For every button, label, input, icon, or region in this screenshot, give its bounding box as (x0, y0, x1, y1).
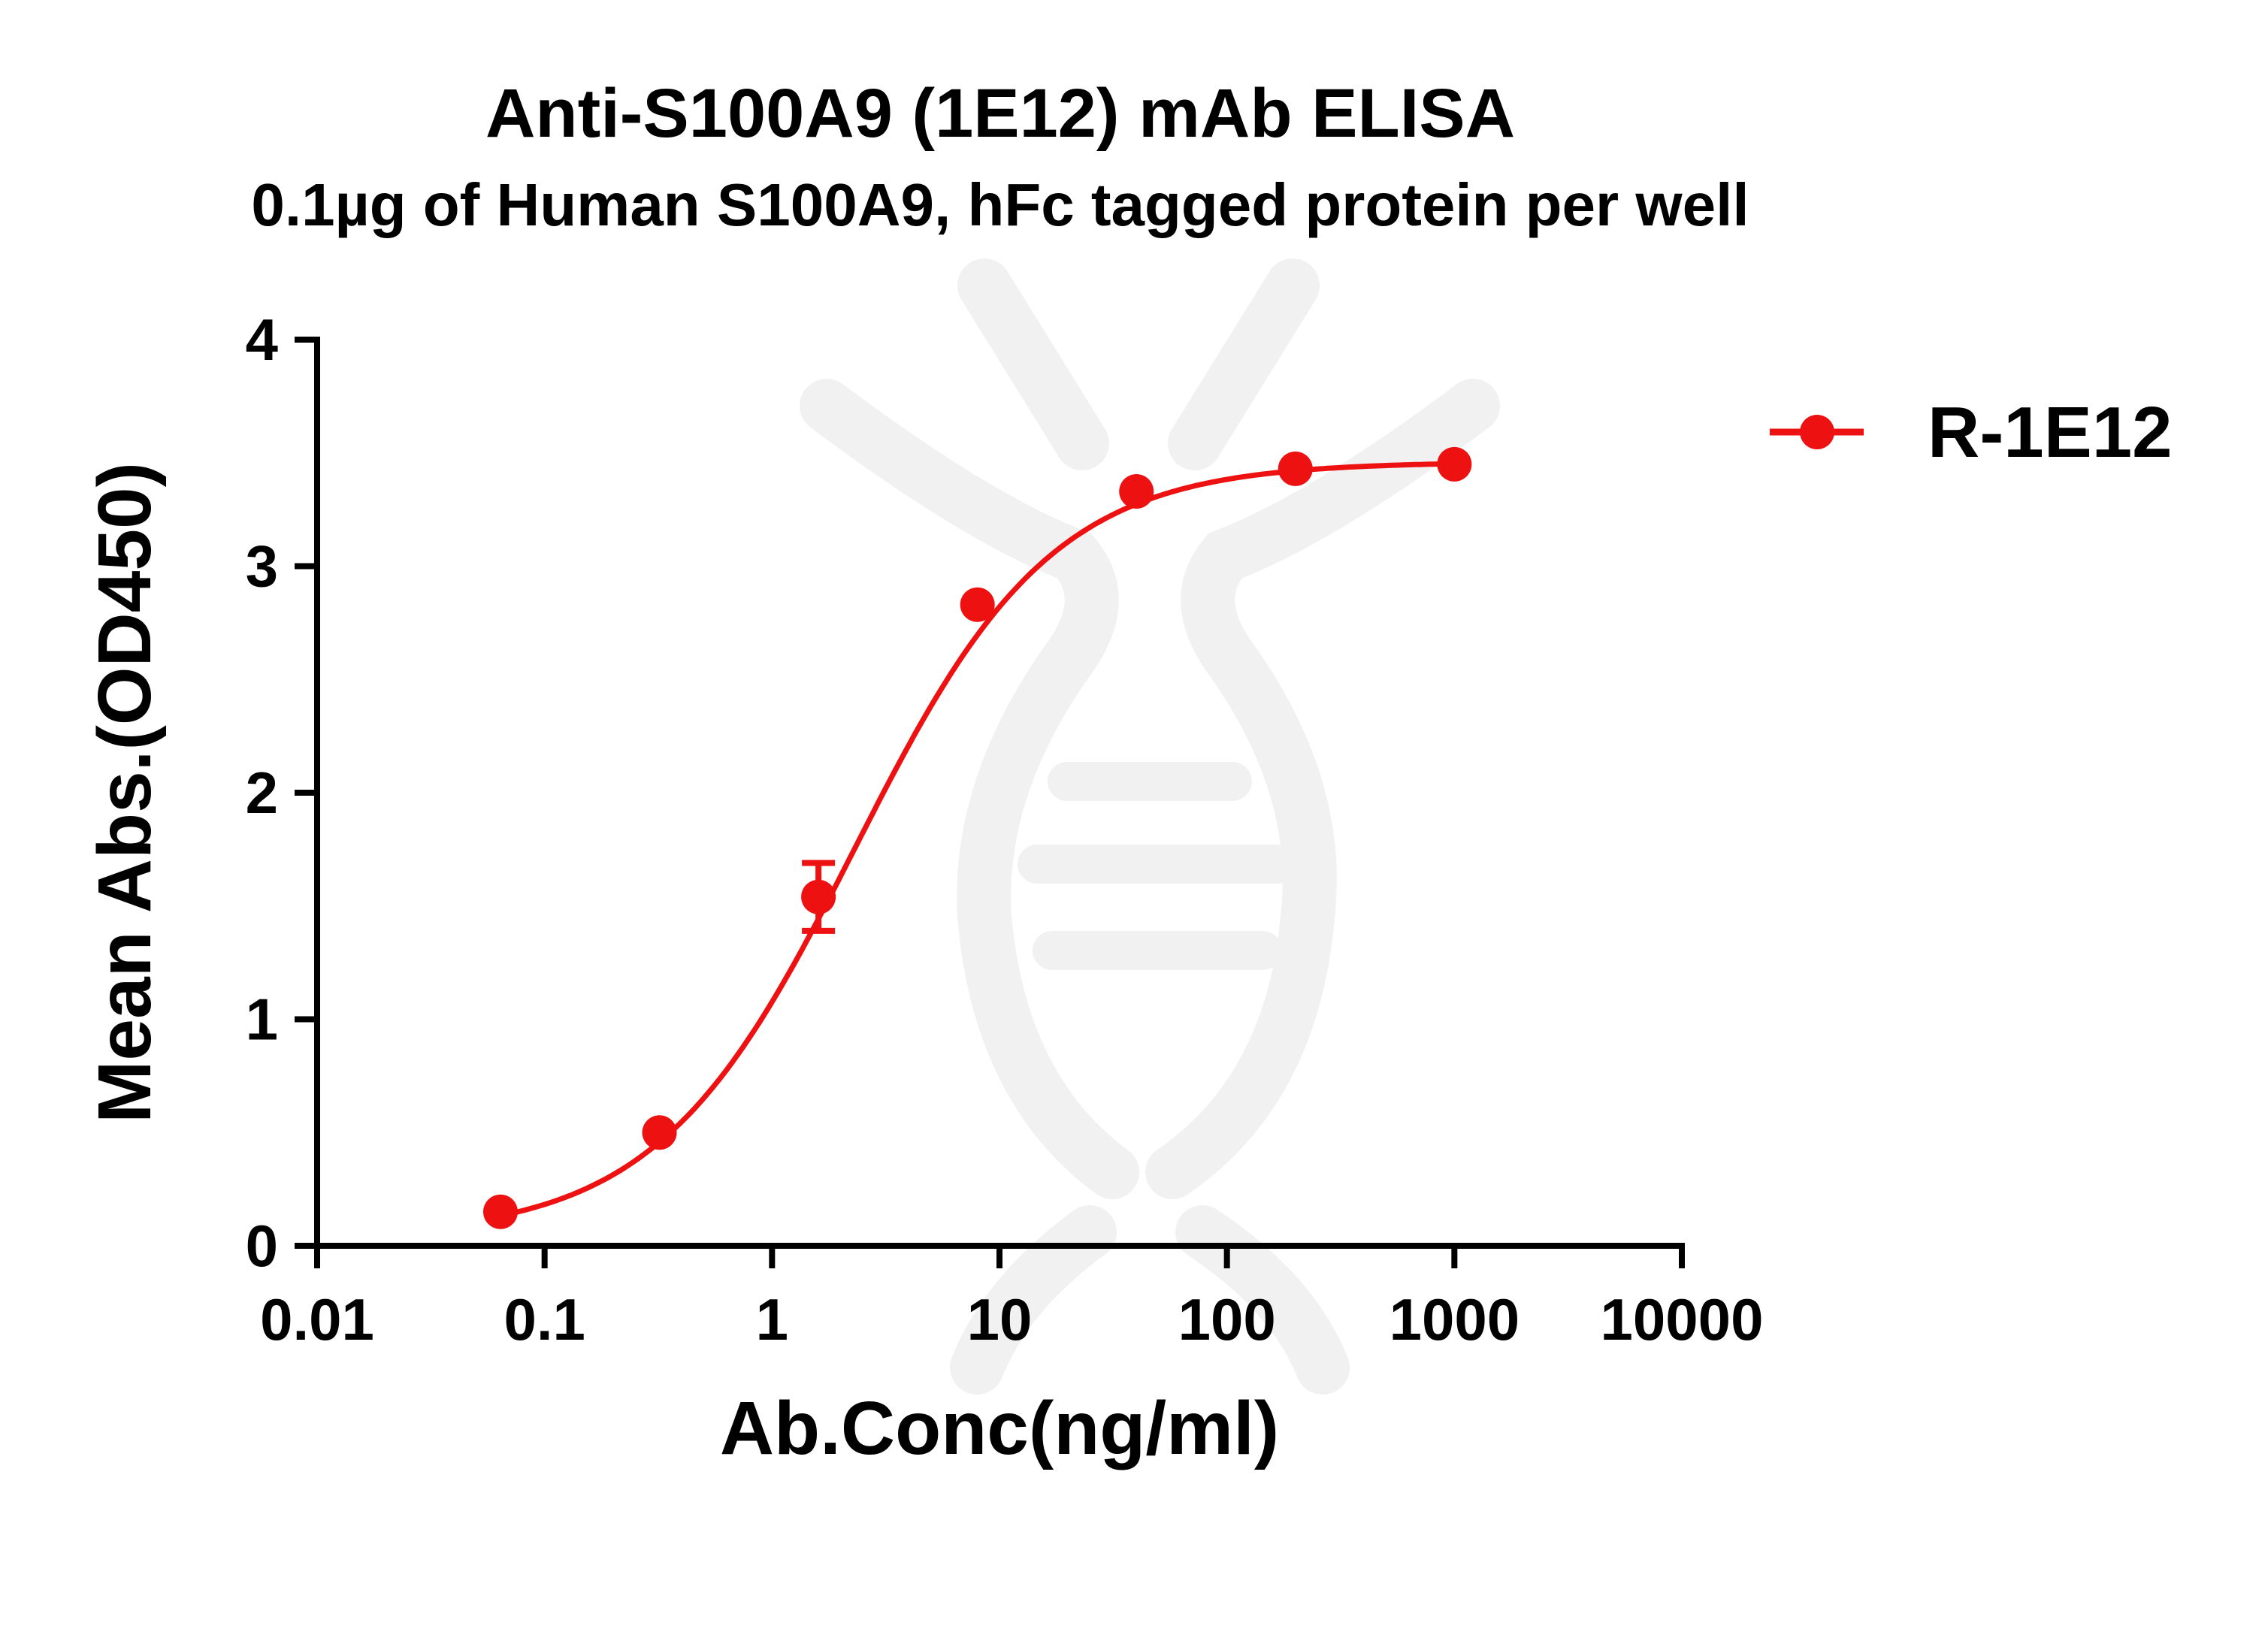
dna-watermark-icon (800, 258, 1500, 1395)
y-tick-label-1: 1 (246, 987, 278, 1053)
x-tick-label-1000: 1000 (1390, 1286, 1520, 1352)
legend-label-r-1e12: R-1E12 (1928, 392, 2173, 473)
data-point (642, 1115, 677, 1150)
legend-marker-r-1e12 (1800, 415, 1834, 449)
data-point (1437, 446, 1472, 482)
x-tick-label-100: 100 (1178, 1286, 1276, 1352)
x-tick-label-0-01: 0.01 (260, 1286, 374, 1352)
y-tick-label-4: 4 (246, 307, 278, 373)
y-tick-label-3: 3 (246, 533, 278, 600)
chart-subtitle: 0.1µg of Human S100A9, hFc tagged protei… (251, 171, 1749, 238)
x-tick-label-0-1: 0.1 (503, 1286, 585, 1352)
x-tick-label-1: 1 (756, 1286, 788, 1352)
x-axis-title: Ab.Conc(ng/ml) (720, 1386, 1279, 1470)
y-tick-label-0: 0 (246, 1213, 278, 1279)
y-axis-title: Mean Abs.(OD450) (83, 462, 167, 1123)
data-point (483, 1194, 519, 1229)
x-tick-label-10000: 10000 (1601, 1286, 1764, 1352)
legend: R-1E12 (1770, 392, 2173, 473)
x-tick-label-10: 10 (967, 1286, 1033, 1352)
data-point (801, 879, 836, 914)
data-point (960, 587, 995, 622)
y-tick-label-2: 2 (246, 760, 278, 826)
data-point (1278, 451, 1313, 486)
chart-title: Anti-S100A9 (1E12) mAb ELISA (485, 75, 1515, 152)
data-point (1119, 474, 1154, 509)
